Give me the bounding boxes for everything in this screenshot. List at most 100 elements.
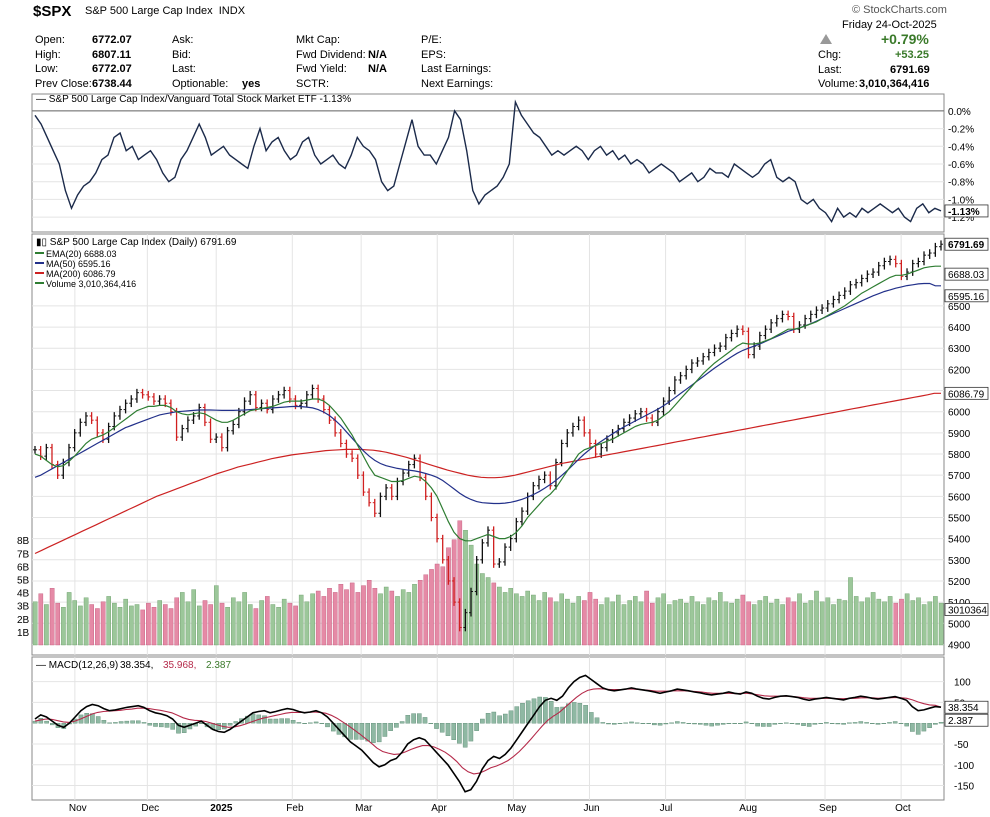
volume-bar [616, 594, 621, 646]
volume-bar [49, 588, 55, 646]
watermark: © StockCharts.com [852, 4, 947, 16]
volume-bar [644, 590, 649, 646]
macd-histogram-bar [325, 723, 330, 728]
price-tick-label: 4900 [948, 640, 971, 651]
macd-histogram-bar [669, 722, 674, 724]
volume-tick-label: 8B [17, 536, 30, 547]
bid-row: Bid: [172, 49, 228, 64]
volume-bar [202, 600, 208, 646]
volume-bar [638, 601, 644, 646]
volume-bar [406, 592, 412, 646]
volume-bar [836, 598, 842, 646]
volume-bar [893, 602, 899, 646]
low-label: Low: [35, 63, 59, 75]
price-legend-item: Volume 3,010,364,416 [46, 279, 136, 289]
macd-histogram-bar [910, 723, 915, 732]
macd-histogram-bar [474, 723, 479, 731]
macd-histogram-bar [365, 723, 371, 742]
macd-histogram-bar [319, 723, 325, 725]
volume-bar [281, 598, 287, 646]
macd-histogram-bar [657, 723, 663, 726]
volume-bar [446, 547, 451, 646]
macd-histogram-bar [296, 722, 302, 724]
macd-histogram-bar [44, 720, 49, 724]
volume-bar [355, 592, 361, 646]
volume-bar [678, 598, 683, 646]
volume-bar [723, 601, 729, 646]
volume-bar [774, 598, 780, 646]
volume-bar [412, 584, 417, 646]
high-value: 6807.11 [92, 48, 132, 61]
volume-bar [531, 594, 536, 646]
next-earnings-label: Next Earnings: [421, 77, 494, 90]
volume-bar [916, 597, 921, 646]
volume-bar [621, 604, 627, 646]
macd-histogram-bar [806, 723, 812, 727]
last-earnings-row: Last Earnings: [421, 63, 493, 78]
rs-panel-frame [31, 93, 945, 233]
high-row: High: 6807.11 [35, 49, 131, 64]
macd-histogram-bar [841, 723, 846, 725]
volume-bar [327, 588, 332, 646]
up-arrow-icon [820, 34, 832, 47]
macd-histogram-bar [508, 710, 514, 724]
rs-last-label: -1.13% [948, 207, 980, 218]
volume-bar [151, 607, 157, 646]
ask-row: Ask: [172, 34, 228, 49]
macd-histogram-bar [462, 723, 468, 748]
price-tick-label: 5400 [948, 535, 971, 546]
volume-tick-label: 6B [17, 562, 30, 573]
macd-histogram-bar [376, 723, 382, 743]
macd-histogram-bar [675, 721, 680, 724]
macd-histogram-bar [571, 702, 577, 724]
macd-tick-label: -150 [954, 782, 974, 793]
volume-bar [740, 594, 746, 646]
volume-bar [129, 605, 134, 646]
price-tick-label: 5500 [948, 513, 971, 524]
macd-histogram-bar [887, 722, 892, 724]
volume-bar [293, 605, 298, 646]
volume-bar [729, 602, 734, 646]
last-earnings-label: Last Earnings: [421, 63, 492, 75]
volume-bar [808, 600, 814, 646]
volume-bar [751, 604, 757, 646]
optionable-label: Optionable: [172, 77, 229, 90]
volume-bar [457, 520, 463, 646]
volume-bar [298, 594, 304, 646]
volume-bar [89, 604, 94, 646]
x-axis-label: 2025 [210, 803, 233, 814]
macd-histogram-bar [749, 723, 755, 725]
macd-histogram-bar [497, 715, 502, 724]
macd-histogram-bar [761, 723, 766, 727]
macd-panel-frame [31, 656, 945, 801]
macd-histogram-bar [439, 723, 445, 733]
volume-bar [83, 597, 89, 646]
macd-histogram-bar [864, 722, 869, 724]
volume-bar [904, 593, 910, 646]
macd-histogram-bar [451, 723, 457, 741]
macd-histogram-bar [50, 723, 55, 726]
last-price-value: 6791.69 [890, 64, 930, 76]
volume-bar [695, 601, 700, 646]
macd-histogram-bar [629, 721, 634, 724]
price-tick-label: 5900 [948, 429, 971, 440]
price-last-label-box [944, 237, 989, 251]
macd-histogram-bar [698, 723, 703, 725]
macd-histogram-bar [445, 723, 451, 736]
price-tick-label: 5800 [948, 450, 971, 461]
volume-bar [253, 608, 259, 646]
volume-bar [519, 596, 525, 646]
fwd-yield-label: Fwd Yield: [296, 63, 347, 75]
macd-histogram-bar [537, 696, 542, 724]
macd-histogram-bar [147, 723, 153, 726]
macd-tick-label: -100 [954, 761, 974, 772]
prev-close-value: 6738.44 [92, 77, 132, 90]
mkt-cap-row: Mkt Cap: [296, 34, 366, 49]
macd-histogram-bar [784, 722, 789, 724]
macd-histogram-bar [927, 723, 932, 729]
volume-bar [112, 602, 117, 646]
macd-histogram-bar [795, 723, 800, 725]
macd-histogram-bar [881, 723, 887, 725]
macd-histogram-bar [164, 723, 170, 728]
macd-histogram-bar [118, 721, 124, 724]
